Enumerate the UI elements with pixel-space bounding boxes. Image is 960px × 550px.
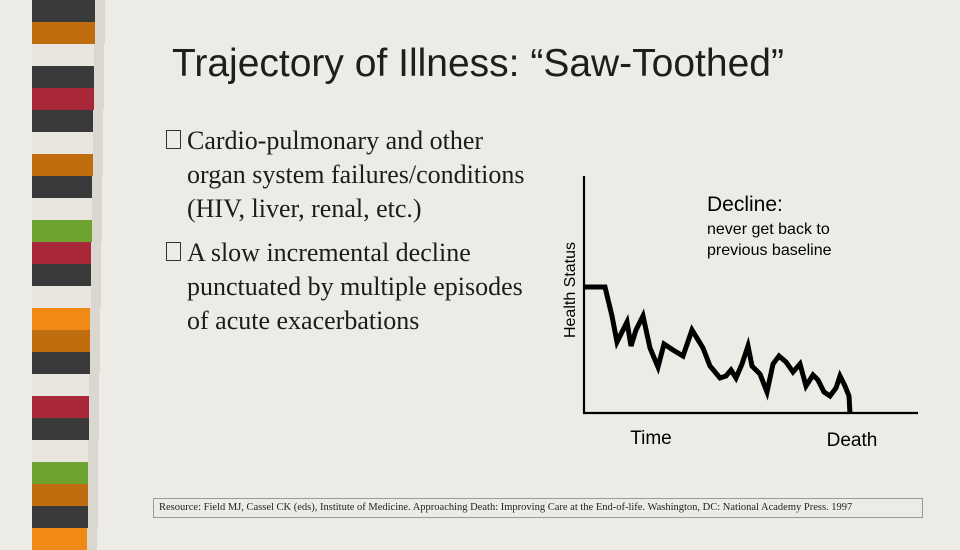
stripe-segment: [32, 330, 91, 352]
stripe-segment: [32, 352, 90, 374]
annotation-line-2: previous baseline: [707, 242, 832, 259]
stripe-edge: [87, 506, 98, 528]
stripe-edge: [88, 440, 99, 462]
bullet-text: Cardio-pulmonary and other organ system …: [187, 126, 525, 223]
stripe-edge: [89, 396, 100, 418]
stripe-segment: [32, 176, 93, 198]
stripe-edge: [91, 242, 102, 264]
stripe-edge: [93, 88, 104, 110]
bullet-box-icon: [166, 242, 181, 261]
stripe-segment: [32, 418, 89, 440]
stripe-edge: [95, 0, 105, 22]
x-axis-label: Time: [630, 428, 672, 449]
stripe-edge: [89, 352, 100, 374]
stripe-segment: [32, 22, 95, 44]
annotation-line-1: never get back to: [707, 221, 830, 238]
stripe-edge: [90, 330, 101, 352]
stripe-segment: [32, 440, 89, 462]
stripe-edge: [92, 198, 103, 220]
y-axis-label: Health Status: [562, 242, 579, 338]
stripe-segment: [32, 242, 92, 264]
stripe-segment: [32, 286, 91, 308]
stripe-segment: [32, 506, 88, 528]
annotation-title: Decline:: [707, 193, 783, 216]
stripe-segment: [32, 44, 95, 66]
reference-citation: Resource: Field MJ, Cassel CK (eds), Ins…: [153, 498, 923, 518]
stripe-edge: [91, 264, 102, 286]
stripe-segment: [32, 66, 95, 88]
stripe-segment: [32, 308, 91, 330]
bullet-text: A slow incremental decline punctuated by…: [187, 238, 523, 335]
slide-title: Trajectory of Illness: “Saw-Toothed”: [172, 42, 784, 85]
bullet-list: Cardio-pulmonary and other organ system …: [166, 124, 546, 348]
bullet-box-icon: [166, 130, 181, 149]
bullet-item-organ-failure: Cardio-pulmonary and other organ system …: [166, 124, 546, 226]
stripe-edge: [88, 462, 99, 484]
stripe-edge: [93, 132, 104, 154]
decorative-stripe-border: [0, 0, 110, 550]
stripe-edge: [94, 44, 105, 66]
stripe-segment: [32, 132, 94, 154]
stripe-edge: [90, 308, 101, 330]
stripe-edge: [92, 154, 103, 176]
stripe-edge: [93, 110, 104, 132]
stripe-edge: [87, 484, 98, 506]
stripe-segment: [32, 88, 94, 110]
stripe-segment: [32, 484, 88, 506]
stripe-segment: [32, 264, 92, 286]
stripe-segment: [32, 396, 90, 418]
stripe-segment: [32, 462, 89, 484]
stripe-segment: [32, 220, 92, 242]
stripe-edge: [88, 418, 99, 440]
stripe-segment: [32, 0, 95, 22]
stripe-edge: [89, 374, 100, 396]
stripe-edge: [87, 528, 98, 550]
death-label: Death: [827, 430, 878, 451]
stripe-segment: [32, 198, 93, 220]
bullet-item-slow-decline: A slow incremental decline punctuated by…: [166, 236, 546, 338]
stripe-edge: [91, 220, 102, 242]
stripe-edge: [94, 66, 105, 88]
stripe-edge: [94, 22, 105, 44]
stripe-segment: [32, 374, 90, 396]
stripe-edge: [92, 176, 103, 198]
stripe-segment: [32, 154, 93, 176]
stripe-segment: [32, 110, 94, 132]
stripe-edge: [90, 286, 101, 308]
health-trajectory-line: [584, 284, 853, 415]
